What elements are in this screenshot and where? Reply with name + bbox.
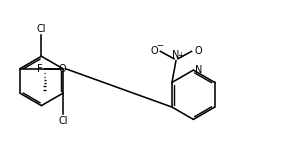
Text: F: F — [37, 64, 42, 74]
Text: N: N — [195, 65, 202, 75]
Text: Cl: Cl — [37, 24, 46, 34]
Text: O: O — [150, 46, 158, 56]
Text: O: O — [59, 64, 66, 74]
Text: Cl: Cl — [58, 116, 68, 126]
Text: +: + — [177, 51, 183, 60]
Text: N: N — [172, 50, 180, 60]
Text: −: − — [156, 41, 163, 50]
Text: O: O — [194, 46, 202, 56]
